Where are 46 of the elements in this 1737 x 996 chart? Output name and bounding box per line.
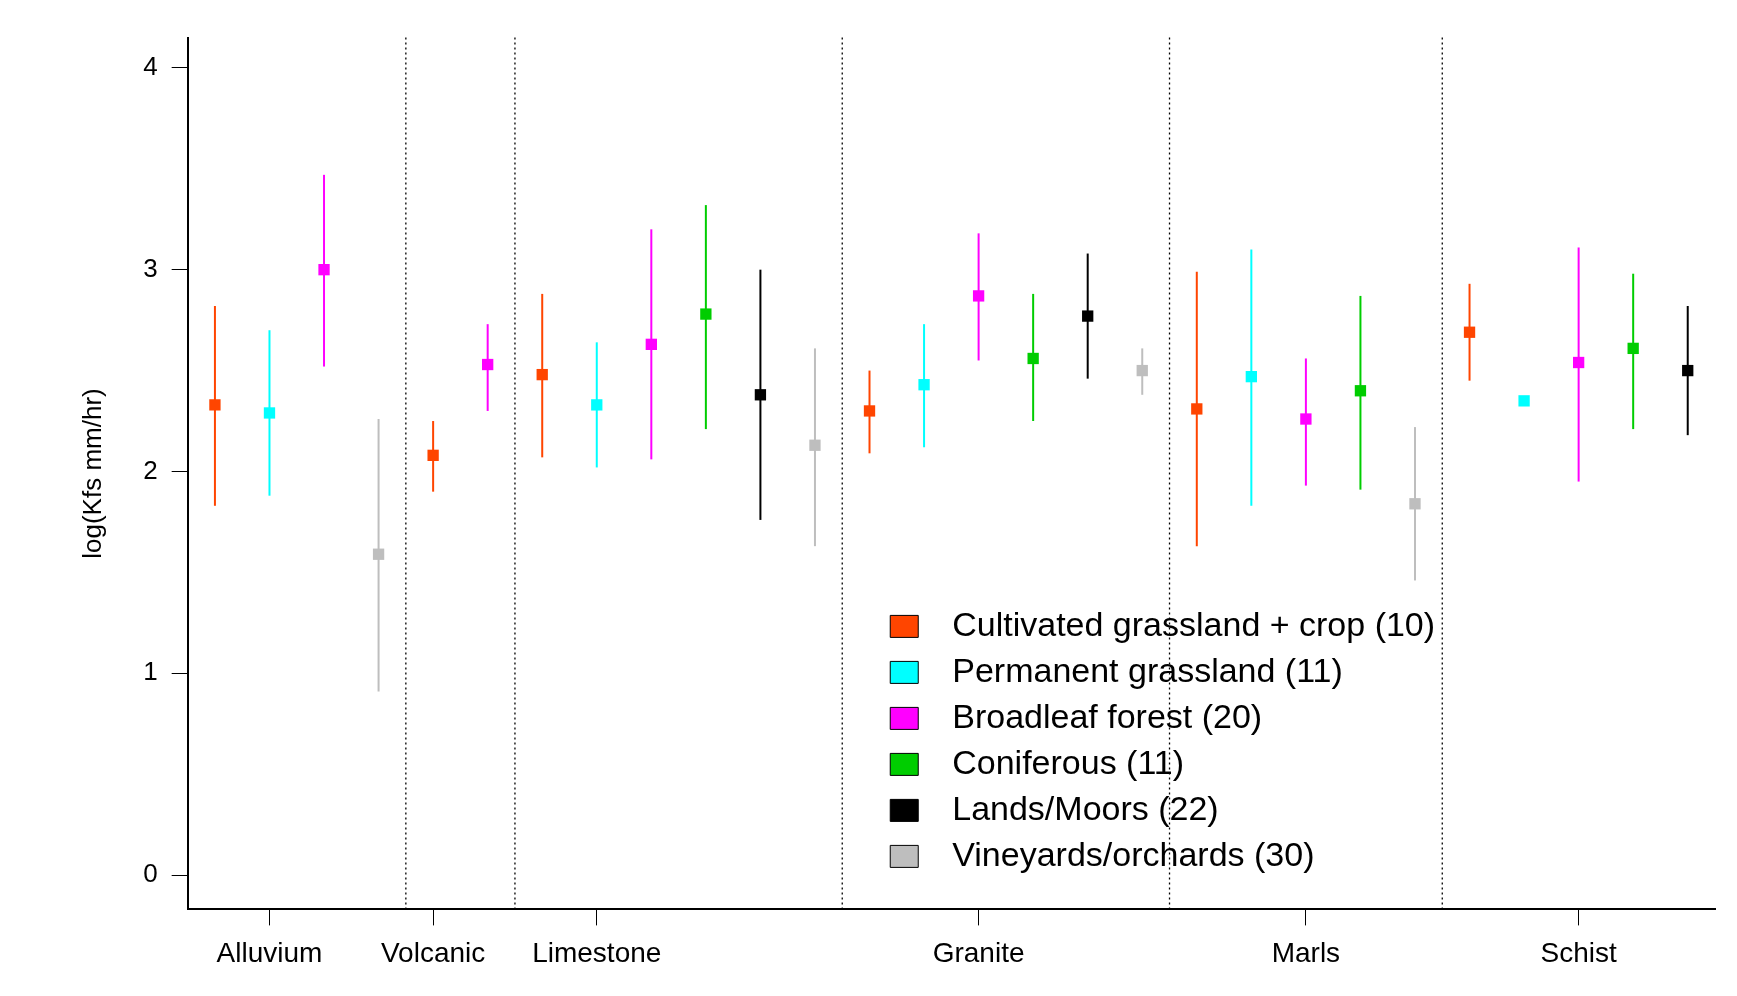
point: [1191, 403, 1203, 415]
point: [863, 405, 876, 417]
legend-label: Broadleaf forest (20): [952, 696, 1263, 735]
point: [536, 368, 548, 381]
point: [972, 290, 985, 302]
y-tick-label: 1: [143, 656, 158, 687]
point: [427, 449, 439, 461]
point: [1572, 356, 1585, 369]
point: [263, 407, 276, 419]
point: [1027, 352, 1039, 365]
point: [1463, 326, 1476, 338]
point: [482, 358, 494, 371]
point: [700, 308, 712, 320]
point: [1082, 310, 1094, 322]
point: [754, 389, 767, 401]
point: [1136, 364, 1148, 377]
point: [1245, 370, 1257, 383]
x-tick-label: Granite: [932, 936, 1025, 968]
x-tick-label: Alluvium: [216, 936, 323, 968]
point: [1409, 498, 1421, 510]
x-tick-label: Marls: [1271, 936, 1341, 968]
legend-label: Vineyards/orchards (30): [952, 834, 1315, 873]
legend-label: Coniferous (11): [952, 742, 1185, 781]
y-axis-title: log(Kfs mm/hr): [76, 388, 107, 559]
point: [1518, 395, 1530, 407]
point: [209, 399, 221, 411]
y-tick-label: 3: [143, 252, 158, 283]
point: [1300, 413, 1312, 425]
x-tick-label: Schist: [1540, 936, 1617, 968]
legend-label: Permanent grassland (11): [952, 650, 1343, 689]
point: [1627, 342, 1639, 355]
point: [1354, 385, 1367, 397]
point: [591, 399, 603, 411]
point: [918, 379, 930, 391]
y-tick-label: 0: [143, 858, 158, 889]
point: [318, 264, 330, 276]
legend-label: Cultivated grassland + crop (10): [952, 604, 1436, 643]
point: [809, 439, 821, 451]
point: [372, 548, 385, 560]
x-tick-label: Volcanic: [380, 936, 486, 968]
y-tick-label: 4: [143, 51, 158, 82]
legend-label: Lands/Moors (22): [952, 788, 1219, 827]
x-tick-label: Limestone: [532, 936, 662, 968]
y-tick-label: 2: [143, 454, 158, 485]
point: [645, 338, 657, 350]
point: [1682, 364, 1694, 377]
